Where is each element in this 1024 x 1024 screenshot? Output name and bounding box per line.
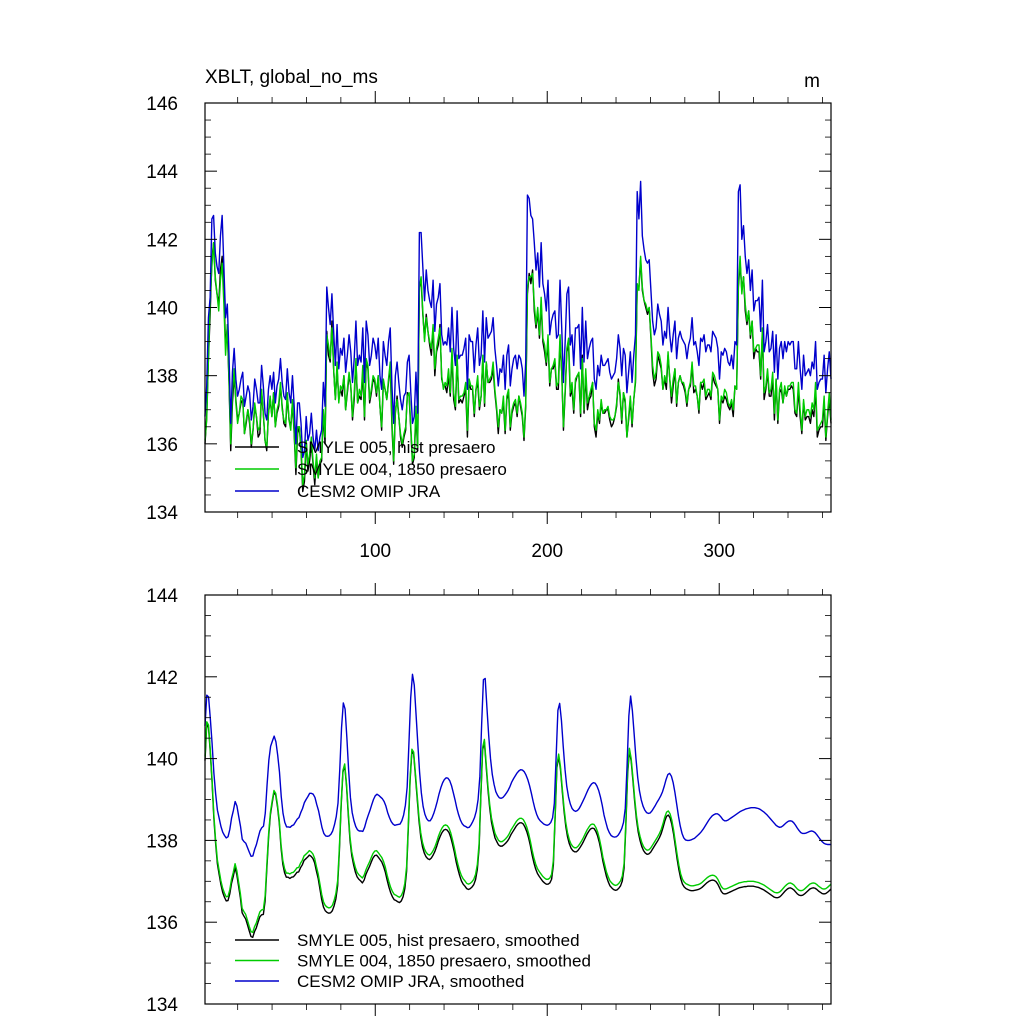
top-series-line-3 [204,180,832,459]
top-x-tick-label: 200 [531,541,563,562]
bottom-legend-label-2: SMYLE 004, 1850 presaero, smoothed [297,952,591,971]
top-y-tick-label: 144 [146,162,178,183]
top-y-tick-label: 142 [146,230,178,251]
top-legend-label-2: SMYLE 004, 1850 presaero [297,460,507,479]
bottom-series-line-1 [204,723,832,939]
top-legend: SMYLE 005, hist presaero SMYLE 004, 1850 … [235,438,507,501]
bottom-series-line-2 [204,721,832,934]
top-x-tick-label: 100 [359,541,391,562]
bottom-y-tick-label: 134 [146,995,178,1016]
top-panel: 134 136 138 140 142 144 146 100 200 300 SMYLE 005… [146,91,832,562]
top-y-tick-label: 136 [146,435,178,456]
top-series-group [204,180,832,493]
bottom-ticks: 134 136 138 140 142 144 [146,583,831,1016]
bottom-legend-label-3: CESM2 OMIP JRA, smoothed [297,972,524,991]
plot-title: XBLT, global_no_ms [205,67,378,88]
bottom-legend: SMYLE 005, hist presaero, smoothed SMYLE … [235,931,591,991]
bottom-series-line-3 [204,673,831,858]
top-y-tick-label: 140 [146,299,178,320]
top-y-tick-label: 146 [146,94,178,115]
units-label: m [804,71,820,92]
top-y-tick-label: 134 [146,503,178,524]
top-legend-label-1: SMYLE 005, hist presaero [297,438,495,457]
bottom-y-tick-label: 140 [146,750,178,771]
top-y-tick-label: 138 [146,367,178,388]
bottom-legend-label-1: SMYLE 005, hist presaero, smoothed [297,931,580,950]
bottom-y-tick-label: 138 [146,831,178,852]
top-legend-label-3: CESM2 OMIP JRA [297,482,441,501]
bottom-y-tick-label: 144 [146,586,178,607]
bottom-panel: 134 136 138 140 142 144 SMYLE 005, hist presa… [146,583,832,1016]
top-ticks: 134 136 138 140 142 144 146 100 200 300 [146,91,831,562]
top-series-line-2 [204,242,832,486]
bottom-y-tick-label: 136 [146,913,178,934]
bottom-y-tick-label: 142 [146,668,178,689]
top-x-tick-label: 300 [703,541,735,562]
bottom-series-group [204,673,832,939]
